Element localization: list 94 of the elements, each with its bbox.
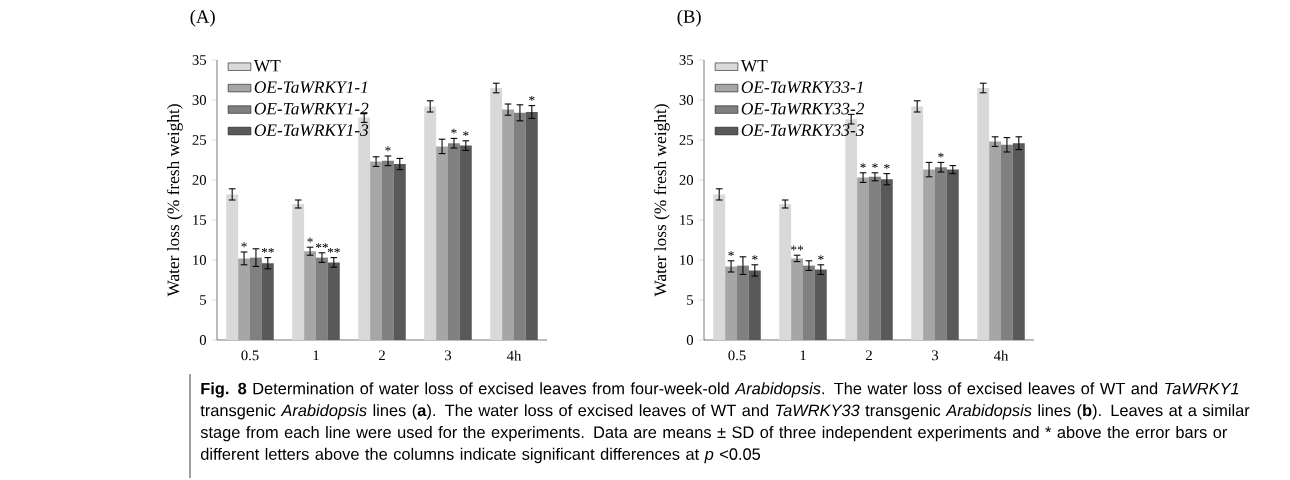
y-tick-label: 0 <box>686 335 694 345</box>
x-tick-label: 2 <box>865 350 872 361</box>
bar <box>1001 144 1013 340</box>
y-tick-label: 15 <box>193 215 207 225</box>
data-label: * <box>241 242 247 248</box>
bar <box>857 177 869 340</box>
x-tick-label: 2 <box>378 350 385 361</box>
y-tick-label: 20 <box>192 175 207 185</box>
y-tick-label: 5 <box>687 295 694 305</box>
bar <box>525 112 538 340</box>
data-label: * <box>884 163 890 169</box>
bar <box>370 161 383 340</box>
bar <box>803 265 815 340</box>
data-label: * <box>872 163 878 169</box>
bar <box>911 106 924 340</box>
bar <box>448 143 460 340</box>
bar <box>869 176 881 340</box>
bar <box>382 160 394 340</box>
y-tick-label: 0 <box>199 335 207 345</box>
bar <box>424 106 437 340</box>
y-tick-label: 35 <box>679 55 694 65</box>
bar <box>436 146 448 340</box>
data-label: ** <box>261 247 274 253</box>
chart-title: (B) <box>677 9 701 27</box>
legend-label: OE-TaWRKY33-3 <box>741 124 864 137</box>
bar <box>261 263 274 340</box>
y-tick-label: 30 <box>679 95 694 105</box>
x-tick-label: 1 <box>313 350 319 361</box>
y-axis-title: Water loss (% fresh weight) <box>166 104 183 297</box>
bar <box>977 88 990 340</box>
data-label: * <box>938 152 944 158</box>
bar <box>327 262 340 340</box>
bar <box>779 204 792 340</box>
x-tick-label: 0.5 <box>241 350 259 361</box>
bar <box>737 265 749 340</box>
data-label: * <box>307 237 313 243</box>
bar <box>1012 143 1025 340</box>
x-tick-label: 1 <box>800 350 806 361</box>
x-tick-label: 3 <box>932 350 939 361</box>
bar <box>725 266 737 340</box>
data-label: ** <box>315 243 328 249</box>
x-tick-label: 0.5 <box>728 350 746 361</box>
bar <box>880 179 893 340</box>
bar <box>316 257 328 340</box>
legend-label: OE-TaWRKY1-3 <box>254 124 369 137</box>
x-tick-label: 4h <box>993 350 1009 361</box>
data-label: * <box>728 251 734 257</box>
data-label: * <box>463 131 469 137</box>
text: Fig. 8 Determination of water loss of excised leaves from four-week-old Arabidopsis. The water loss of excised leaves of WT and TaWRKY1 transgenic Arabidopsis lines (a). The water loss of excised leaves of WT and TaWRKY33 transgenic Arabidopsis lines (b). Leaves at a similar stage from each line were used for the experiments. Data are means ± SD of three independent experiments and * above the error bars or different letters above the columns indicate significant differences at p <0.05 <box>200 382 1250 464</box>
bar <box>946 169 959 340</box>
y-tick-label: 35 <box>192 55 207 65</box>
y-tick-label: 10 <box>193 255 207 265</box>
data-label: * <box>451 128 457 134</box>
y-tick-label: 30 <box>192 95 207 105</box>
bar <box>502 109 514 340</box>
y-tick-label: 15 <box>680 215 694 225</box>
bar <box>393 164 406 340</box>
data-label: * <box>529 95 535 101</box>
bar <box>791 258 804 340</box>
bar <box>923 169 935 340</box>
x-tick-label: 4h <box>506 350 522 361</box>
bar <box>459 145 472 340</box>
data-label: * <box>818 255 824 261</box>
bar <box>713 194 726 340</box>
y-axis-title: Water loss (% fresh weight) <box>653 104 670 297</box>
legend-label: OE-TaWRKY1-2 <box>254 102 369 115</box>
y-tick-label: 5 <box>200 295 207 305</box>
legend-label: OE-TaWRKY1-1 <box>254 81 367 94</box>
chart-title: (A) <box>190 9 215 27</box>
y-tick-label: 20 <box>679 175 694 185</box>
data-label: * <box>752 255 758 261</box>
y-tick-label: 25 <box>192 135 207 145</box>
bar <box>250 257 262 340</box>
legend-label: WT <box>253 60 281 72</box>
bar <box>935 167 947 340</box>
data-label: ** <box>791 245 804 251</box>
bar <box>238 258 250 340</box>
legend-label: WT <box>740 60 768 72</box>
x-tick-label: 3 <box>445 350 452 361</box>
data-label: * <box>385 146 391 152</box>
bar <box>226 194 239 340</box>
y-tick-label: 10 <box>680 255 694 265</box>
y-tick-label: 25 <box>679 135 694 145</box>
data-label: * <box>860 163 866 169</box>
bar <box>490 88 503 340</box>
bar <box>514 112 526 340</box>
legend-label: OE-TaWRKY33-1 <box>741 81 863 94</box>
bar <box>989 141 1001 340</box>
bar <box>304 251 316 340</box>
bar <box>292 204 305 340</box>
data-label: ** <box>327 247 340 253</box>
bar <box>814 269 827 340</box>
legend-label: OE-TaWRKY33-2 <box>741 102 865 115</box>
bar <box>748 270 761 340</box>
